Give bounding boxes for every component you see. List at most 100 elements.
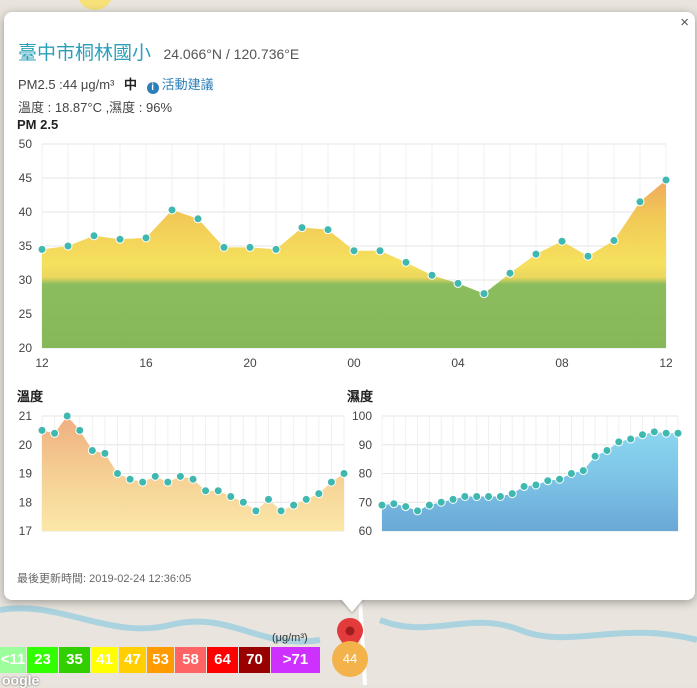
data-point [590,451,600,461]
google-logo[interactable]: oogle [2,672,40,688]
x-tick-label: 00 [347,356,361,370]
data-point [531,480,541,490]
data-point [89,231,99,241]
data-point [115,234,125,244]
data-point [125,474,135,484]
pm25-summary: PM2.5 :44 μg/m³ 中 i 活動建議 [18,74,214,94]
data-point [113,469,122,478]
data-point [87,446,97,455]
x-tick-label: 12 [35,356,49,370]
data-point [609,236,619,246]
data-point [297,223,307,233]
data-point [375,246,385,256]
data-point [63,241,73,251]
data-point [75,425,85,435]
data-point [401,502,411,512]
data-point [226,492,236,501]
y-tick-label: 20 [19,341,33,355]
y-tick-label: 45 [19,171,33,185]
data-point [188,474,198,484]
legend-cell: <11 [0,647,26,673]
y-tick-label: 70 [359,495,373,509]
info-icon[interactable]: i [146,82,159,94]
y-tick-label: 50 [19,137,33,151]
y-tick-label: 19 [19,467,33,481]
data-point [673,428,683,438]
data-point [50,428,60,438]
data-point [531,249,541,259]
data-point [326,477,336,487]
data-point [479,289,489,299]
humidity-chart-title: 濕度 [347,389,374,404]
data-point [661,428,671,438]
data-point [602,446,612,455]
data-point [37,244,47,254]
data-point [649,427,659,437]
environment-readout: 溫度 : 18.87°C ,濕度 : 96% [18,100,173,115]
popup-header: 臺中市桐林國小 24.066°N / 120.736°E [18,38,299,65]
data-point [472,492,482,501]
humidity-chart[interactable]: 60 70 80 90 100 [342,404,687,544]
close-icon[interactable]: × [680,14,689,31]
data-point [314,489,324,499]
last-updated: 最後更新時間: 2019-02-24 12:36:05 [17,573,192,585]
activity-advice-link[interactable]: 活動建議 [161,77,214,92]
data-point [505,268,515,278]
data-point [566,469,576,478]
marker-value-badge[interactable]: 44 [332,641,368,677]
data-point [339,469,349,478]
data-point [276,506,286,516]
y-tick-label: 30 [19,273,33,287]
data-point [436,497,446,507]
x-tick-label: 12 [659,356,673,370]
data-point [519,481,529,491]
data-point [460,492,470,501]
data-point [349,246,359,256]
legend-cell: >71 [271,647,320,673]
y-tick-label: 40 [19,205,33,219]
legend-cell: 47 [119,647,146,673]
data-point [167,205,177,215]
data-point [661,175,671,185]
y-tick-label: 60 [359,524,373,538]
data-point [557,236,567,246]
data-point [323,225,333,235]
data-point [578,466,588,476]
pm25-value: PM2.5 :44 μg/m³ [18,77,115,92]
data-point [635,197,645,207]
data-point [37,425,47,435]
data-point [401,257,411,267]
data-point [62,411,72,421]
y-tick-label: 25 [19,307,33,321]
station-popup: × 臺中市桐林國小 24.066°N / 120.736°E PM2.5 :44… [4,12,695,600]
data-point [271,244,281,254]
data-point [141,233,151,243]
temperature-chart-title: 溫度 [17,389,44,404]
temperature-chart[interactable]: 17 18 19 20 21 [4,404,349,544]
popup-pointer [340,598,364,612]
series-area [382,431,678,531]
data-point [289,500,299,510]
pm25-chart[interactable]: 20 25 30 35 40 45 50 12 16 20 00 04 08 12 [4,134,695,374]
legend-cell: 64 [207,647,238,673]
y-tick-label: 80 [359,467,373,481]
data-point [219,242,229,252]
data-point [555,474,565,484]
data-point [175,471,185,481]
y-tick-label: 18 [19,495,33,509]
data-point [100,448,110,458]
data-point [150,471,160,481]
y-tick-label: 90 [359,438,373,452]
data-point [264,494,273,504]
pm25-chart-title: PM 2.5 [17,117,59,132]
y-tick-label: 21 [19,409,33,423]
data-point [193,214,203,224]
data-point [448,494,458,504]
data-point [138,477,148,487]
y-tick-label: 100 [352,409,372,423]
legend-cell: 23 [27,647,58,673]
x-tick-label: 20 [243,356,257,370]
data-point [213,486,223,496]
x-tick-label: 08 [555,356,569,370]
data-point [389,499,399,509]
